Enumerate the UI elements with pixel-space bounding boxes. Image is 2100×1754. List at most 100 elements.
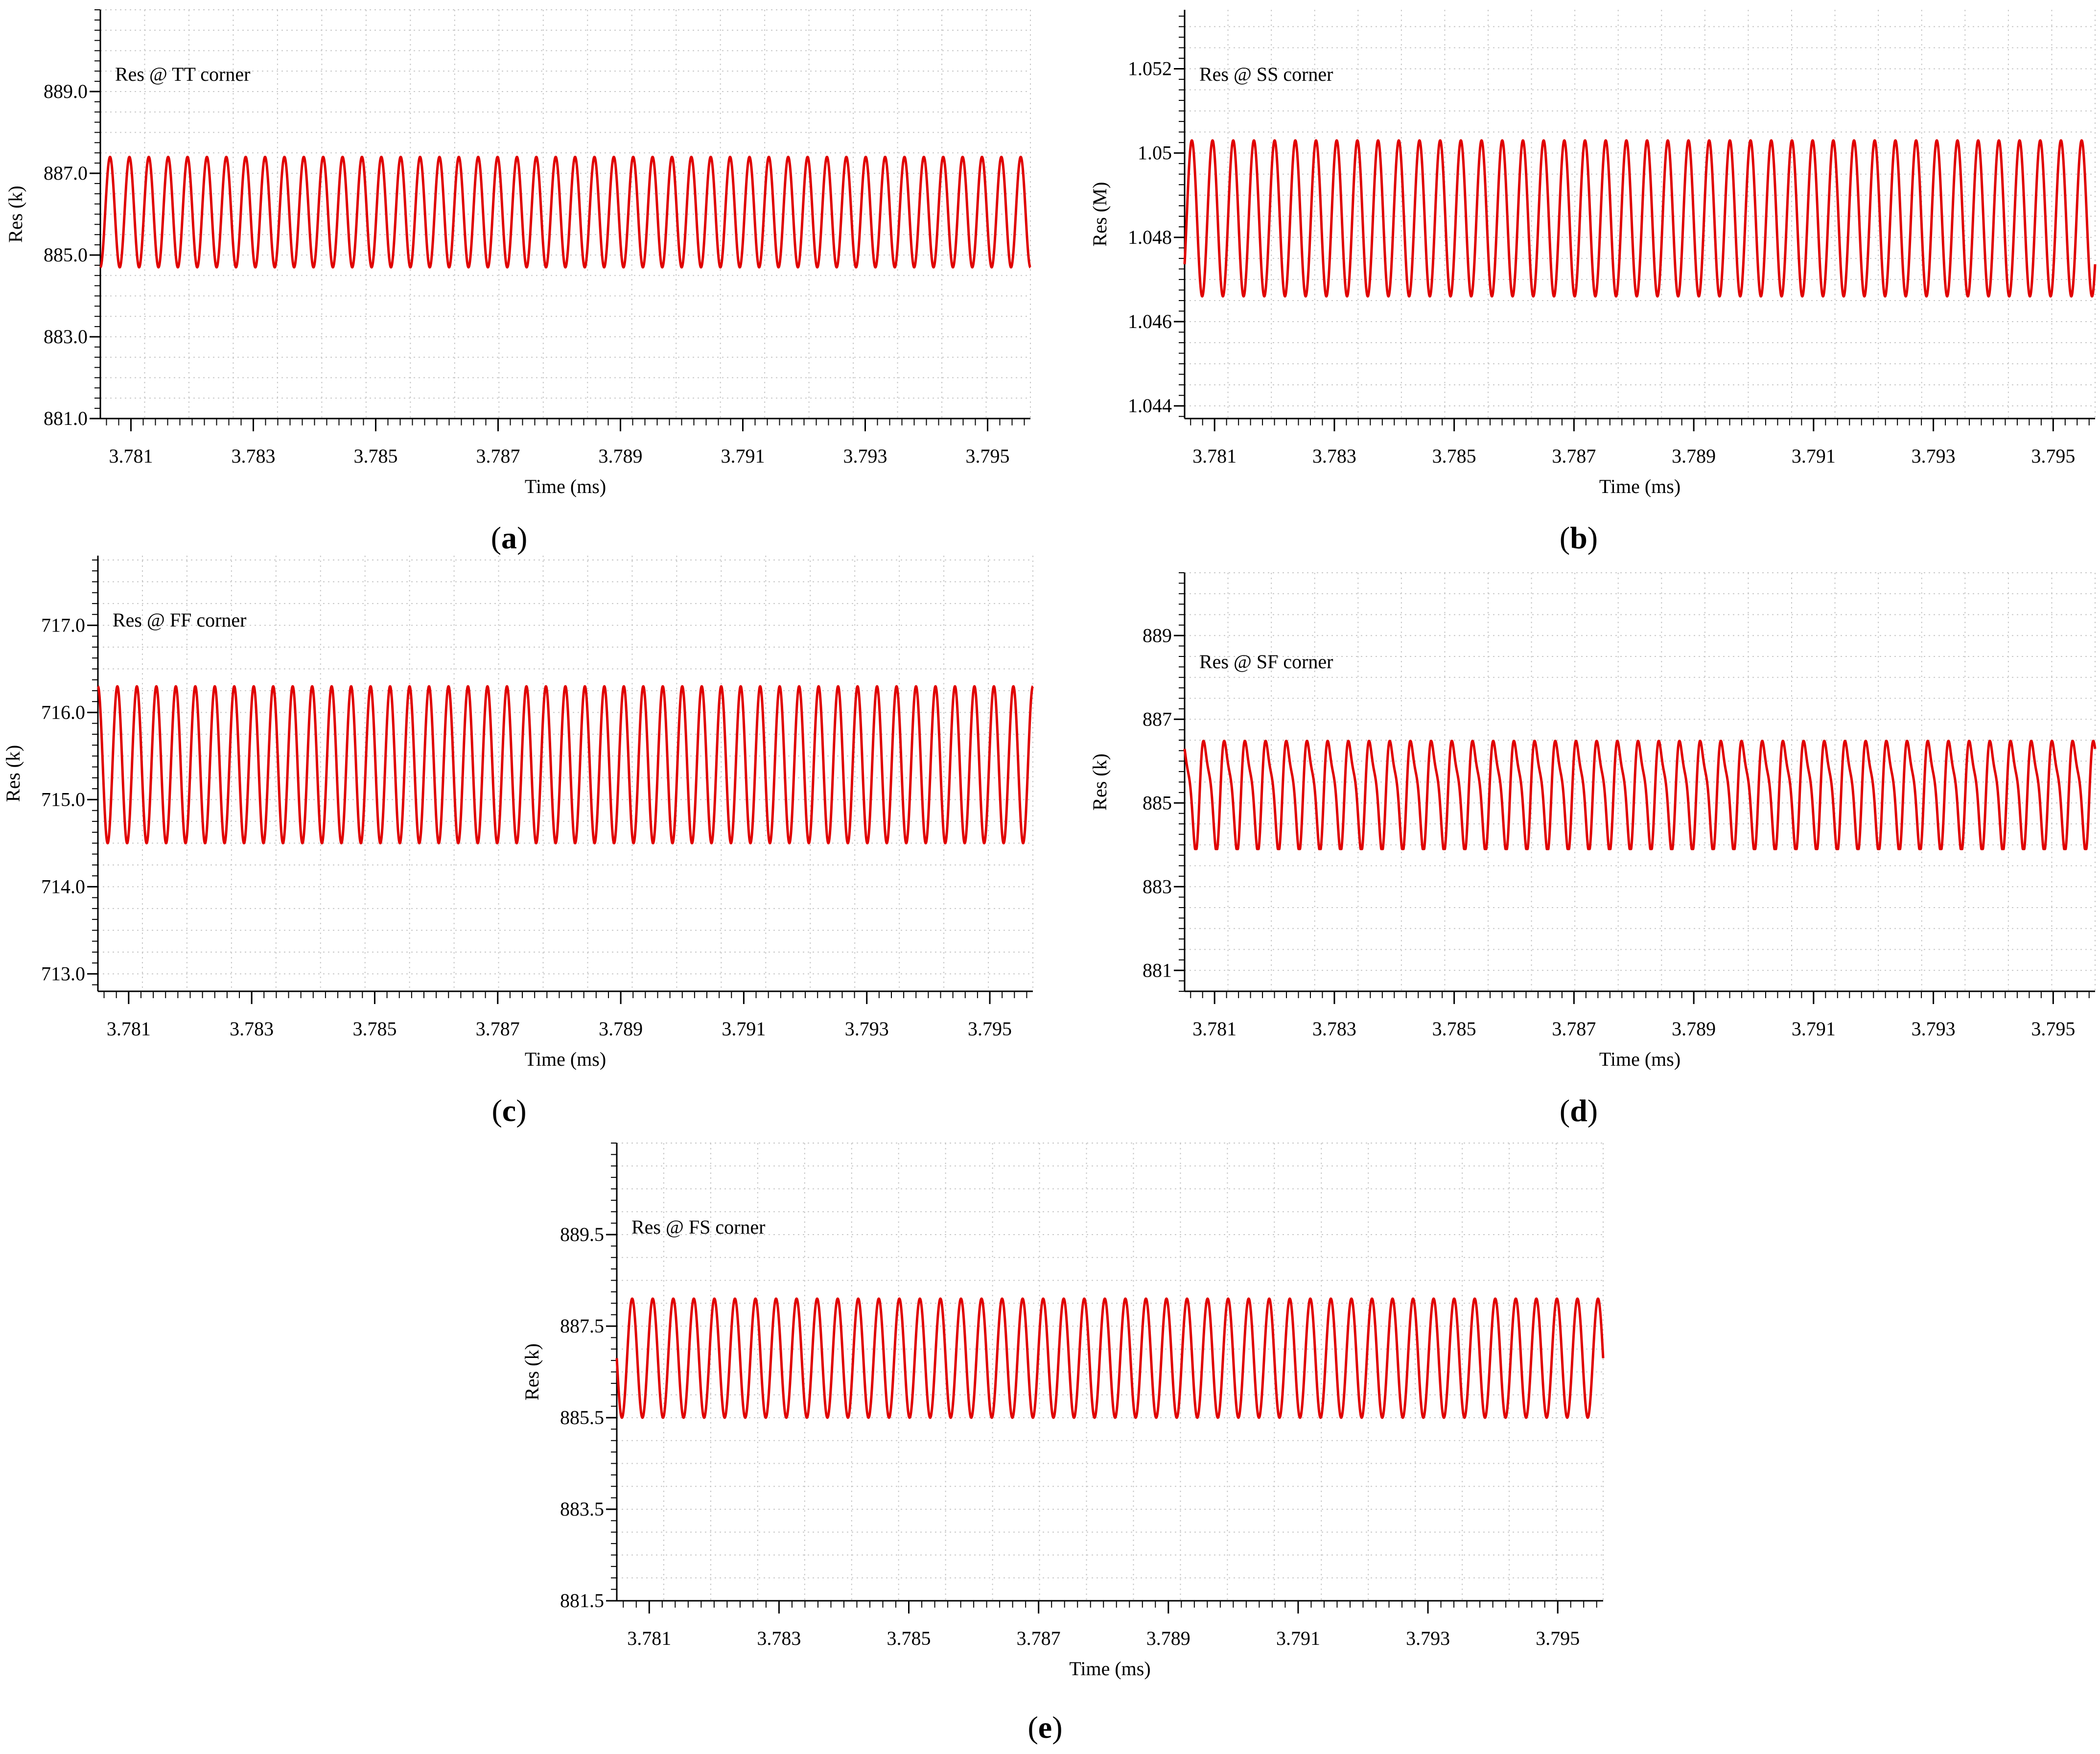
y-axis-title: Res (k) [521, 1343, 543, 1401]
x-axis-title: Time (ms) [1599, 475, 1680, 497]
gridlines [98, 556, 1033, 991]
x-minor-ticks [1190, 991, 2090, 998]
chart-panel-c: 713.0 714.0 715.0 716.0 717.0 3.781 3.783 3.785… [2, 556, 1034, 1128]
x-tick-label: 3.795 [966, 445, 1010, 467]
x-tick-label: 3.781 [107, 1018, 151, 1040]
y-tick-label: 1.046 [1128, 310, 1172, 332]
x-tick-label: 3.793 [843, 445, 887, 467]
x-tick-label: 3.791 [1276, 1627, 1320, 1649]
y-tick-label: 715.0 [41, 788, 85, 810]
chart-panel-b: 1.044 1.046 1.048 1.05 1.052 3.781 3.783 3.785 3… [1089, 10, 2097, 555]
y-minor-ticks [1179, 572, 1185, 992]
x-tick-label: 3.789 [599, 445, 643, 467]
x-tick-label: 3.795 [1536, 1627, 1580, 1649]
panel-letter: c [502, 1093, 516, 1128]
chart-title: Res @ FS corner [631, 1216, 765, 1238]
x-tick-label: 3.787 [476, 445, 520, 467]
chart-panel-a: 881.0 883.0 885.0 887.0 889.0 3.781 3.783 3.785… [4, 9, 1032, 555]
panel-letter: d [1570, 1093, 1587, 1128]
x-tick-label: 3.793 [845, 1018, 889, 1040]
x-tick-label: 3.795 [968, 1018, 1012, 1040]
chart-panel-e: 881.5 883.5 885.5 887.5 889.5 3.781 3.783 3.785… [521, 1143, 1605, 1745]
x-tick-label: 3.787 [1552, 445, 1596, 467]
chart-title: Res @ SS corner [1199, 63, 1333, 85]
y-tick-label: 885.5 [560, 1406, 604, 1428]
x-minor-ticks [1190, 419, 2090, 425]
series-line-res [1183, 740, 2097, 850]
panel-label-c: (c) [491, 1093, 526, 1128]
x-tick-label: 3.787 [1017, 1627, 1061, 1649]
x-tick-label: 3.781 [1192, 445, 1237, 467]
y-tick-label: 1.048 [1128, 226, 1172, 248]
y-tick-label: 887.0 [44, 162, 88, 184]
chart-title: Res @ SF corner [1199, 651, 1333, 673]
y-minor-ticks [94, 9, 100, 419]
series-line-res [99, 156, 1032, 269]
x-tick-label: 3.795 [2031, 445, 2075, 467]
panel-label-d: (d) [1560, 1093, 1598, 1128]
x-tick-label: 3.787 [476, 1018, 520, 1040]
y-tick-label: 717.0 [41, 614, 85, 636]
x-minor-ticks [103, 991, 1027, 998]
x-tick-label: 3.791 [721, 445, 765, 467]
y-tick-label: 883.0 [44, 326, 88, 348]
x-tick-label: 3.789 [599, 1018, 643, 1040]
chart-title: Res @ FF corner [113, 609, 246, 631]
y-tick-label: 883.5 [560, 1498, 604, 1520]
x-tick-label: 3.795 [2031, 1018, 2075, 1040]
x-tick-label: 3.785 [887, 1627, 931, 1649]
y-tick-label: 1.05 [1138, 142, 1172, 164]
panel-label-b: (b) [1560, 520, 1598, 555]
x-tick-label: 3.785 [1432, 1018, 1476, 1040]
x-axis-title: Time (ms) [525, 475, 606, 497]
y-axis-title: Res (k) [2, 745, 24, 802]
panel-label-a: (a) [491, 520, 528, 555]
y-tick-label: 1.044 [1128, 395, 1172, 417]
panel-letter: a [501, 520, 517, 555]
x-tick-label: 3.785 [1432, 445, 1476, 467]
x-axis-title: Time (ms) [1069, 1658, 1150, 1680]
x-tick-label: 3.791 [1792, 1018, 1836, 1040]
gridlines [1185, 572, 2096, 992]
x-tick-label: 3.791 [1792, 445, 1836, 467]
x-tick-label: 3.783 [1312, 1018, 1356, 1040]
x-tick-label: 3.781 [109, 445, 153, 467]
series-line-res [1183, 139, 2097, 298]
y-tick-label: 885 [1143, 792, 1172, 814]
x-minor-ticks [623, 1601, 1597, 1608]
x-tick-label: 3.791 [722, 1018, 766, 1040]
x-tick-label: 3.789 [1146, 1627, 1190, 1649]
x-minor-ticks [106, 419, 1025, 425]
x-tick-label: 3.783 [230, 1018, 274, 1040]
panel-letter: e [1038, 1710, 1052, 1745]
y-tick-label: 889.0 [44, 80, 88, 102]
x-tick-label: 3.793 [1912, 445, 1956, 467]
y-tick-label: 716.0 [41, 701, 85, 723]
x-tick-label: 3.781 [627, 1627, 671, 1649]
y-tick-label: 887.5 [560, 1315, 604, 1337]
chart-title: Res @ TT corner [115, 63, 250, 85]
y-tick-label: 1.052 [1128, 58, 1172, 80]
y-tick-label: 713.0 [41, 962, 85, 984]
series-line-res [615, 1297, 1605, 1419]
x-axis-title: Time (ms) [1599, 1048, 1680, 1070]
x-tick-label: 3.793 [1912, 1018, 1956, 1040]
x-tick-label: 3.793 [1406, 1627, 1450, 1649]
x-tick-label: 3.787 [1552, 1018, 1596, 1040]
y-tick-label: 887 [1143, 708, 1172, 730]
x-tick-label: 3.783 [757, 1627, 801, 1649]
x-tick-label: 3.785 [352, 1018, 397, 1040]
y-axis-title: Res (k) [4, 186, 26, 243]
y-axis-title: Res (k) [1089, 753, 1111, 811]
y-tick-label: 889.5 [560, 1223, 604, 1245]
gridlines [100, 9, 1031, 419]
y-tick-label: 885.0 [44, 244, 88, 266]
x-tick-label: 3.783 [232, 445, 276, 467]
y-tick-label: 889 [1143, 624, 1172, 646]
x-tick-label: 3.789 [1672, 445, 1716, 467]
panel-label-e: (e) [1027, 1710, 1062, 1745]
y-tick-label: 881 [1143, 959, 1172, 981]
x-tick-label: 3.783 [1312, 445, 1356, 467]
y-tick-label: 714.0 [41, 875, 85, 897]
y-minor-ticks [1179, 15, 1185, 417]
